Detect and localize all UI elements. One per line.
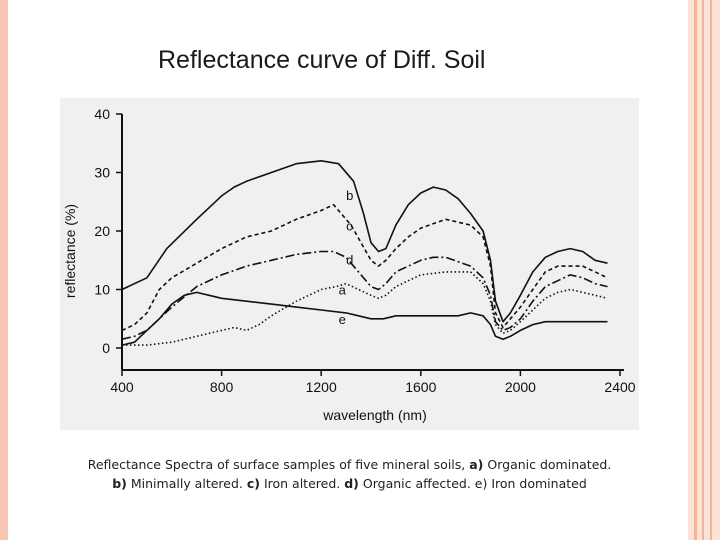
figure-caption: Reflectance Spectra of surface samples o… [60, 455, 639, 493]
series-label-d: d [346, 252, 353, 267]
series-line-e [121, 291, 608, 346]
chart-panel: 0 10 20 30 40 400 800 1200 1600 2000 2400 wavelengt… [60, 98, 639, 430]
left-border-rule [0, 0, 8, 540]
caption-key-d: d) [344, 476, 359, 491]
y-axis-label: reflectance (%) [62, 204, 78, 298]
right-band-stripe [694, 0, 697, 540]
right-decorative-band [688, 0, 720, 540]
series-line-a [122, 271, 608, 346]
y-tick-label: 20 [94, 223, 110, 239]
x-tick-label: 2000 [505, 379, 536, 395]
y-tick-label: 10 [94, 282, 110, 298]
series-label-b: b [346, 188, 353, 203]
caption-line-1: Reflectance Spectra of surface samples o… [60, 455, 639, 474]
caption-desc-c: Iron altered. [259, 476, 341, 491]
x-axis-label: wavelength (nm) [322, 407, 427, 423]
caption-desc-d: Organic affected. [358, 476, 471, 491]
caption-key-c: c) [246, 476, 260, 491]
caption-key-b: b) [112, 476, 127, 491]
series-label-a: a [339, 283, 347, 298]
caption-intro: Reflectance Spectra of surface samples o… [87, 457, 466, 472]
series-line-c [121, 203, 608, 332]
slide-title: Reflectance curve of Diff. Soil [158, 46, 486, 74]
y-tick-label: 30 [94, 165, 110, 181]
caption-line-2: b) Minimally altered. c) Iron altered. d… [60, 474, 639, 493]
x-tick-label: 1600 [405, 379, 436, 395]
series-label-c: c [346, 218, 353, 233]
x-tick-label: 400 [110, 379, 134, 395]
y-tick-label: 0 [102, 340, 110, 356]
y-tick-label: 40 [94, 106, 110, 122]
series-label-e: e [339, 312, 346, 327]
right-band-stripe [710, 0, 712, 540]
caption-key-a: a) [469, 457, 484, 472]
x-tick-label: 1200 [306, 379, 337, 395]
series-line-b [121, 160, 608, 323]
reflectance-chart: 0 10 20 30 40 400 800 1200 1600 2000 2400 wavelengt… [62, 106, 636, 423]
caption-desc-a: Organic dominated. [483, 457, 612, 472]
right-band-stripe [702, 0, 704, 540]
x-tick-label: 2400 [604, 379, 635, 395]
series-line-d [121, 250, 608, 340]
x-tick-label: 800 [210, 379, 234, 395]
caption-desc-b: Minimally altered. [126, 476, 243, 491]
caption-desc-e: e) Iron dominated [470, 476, 587, 491]
